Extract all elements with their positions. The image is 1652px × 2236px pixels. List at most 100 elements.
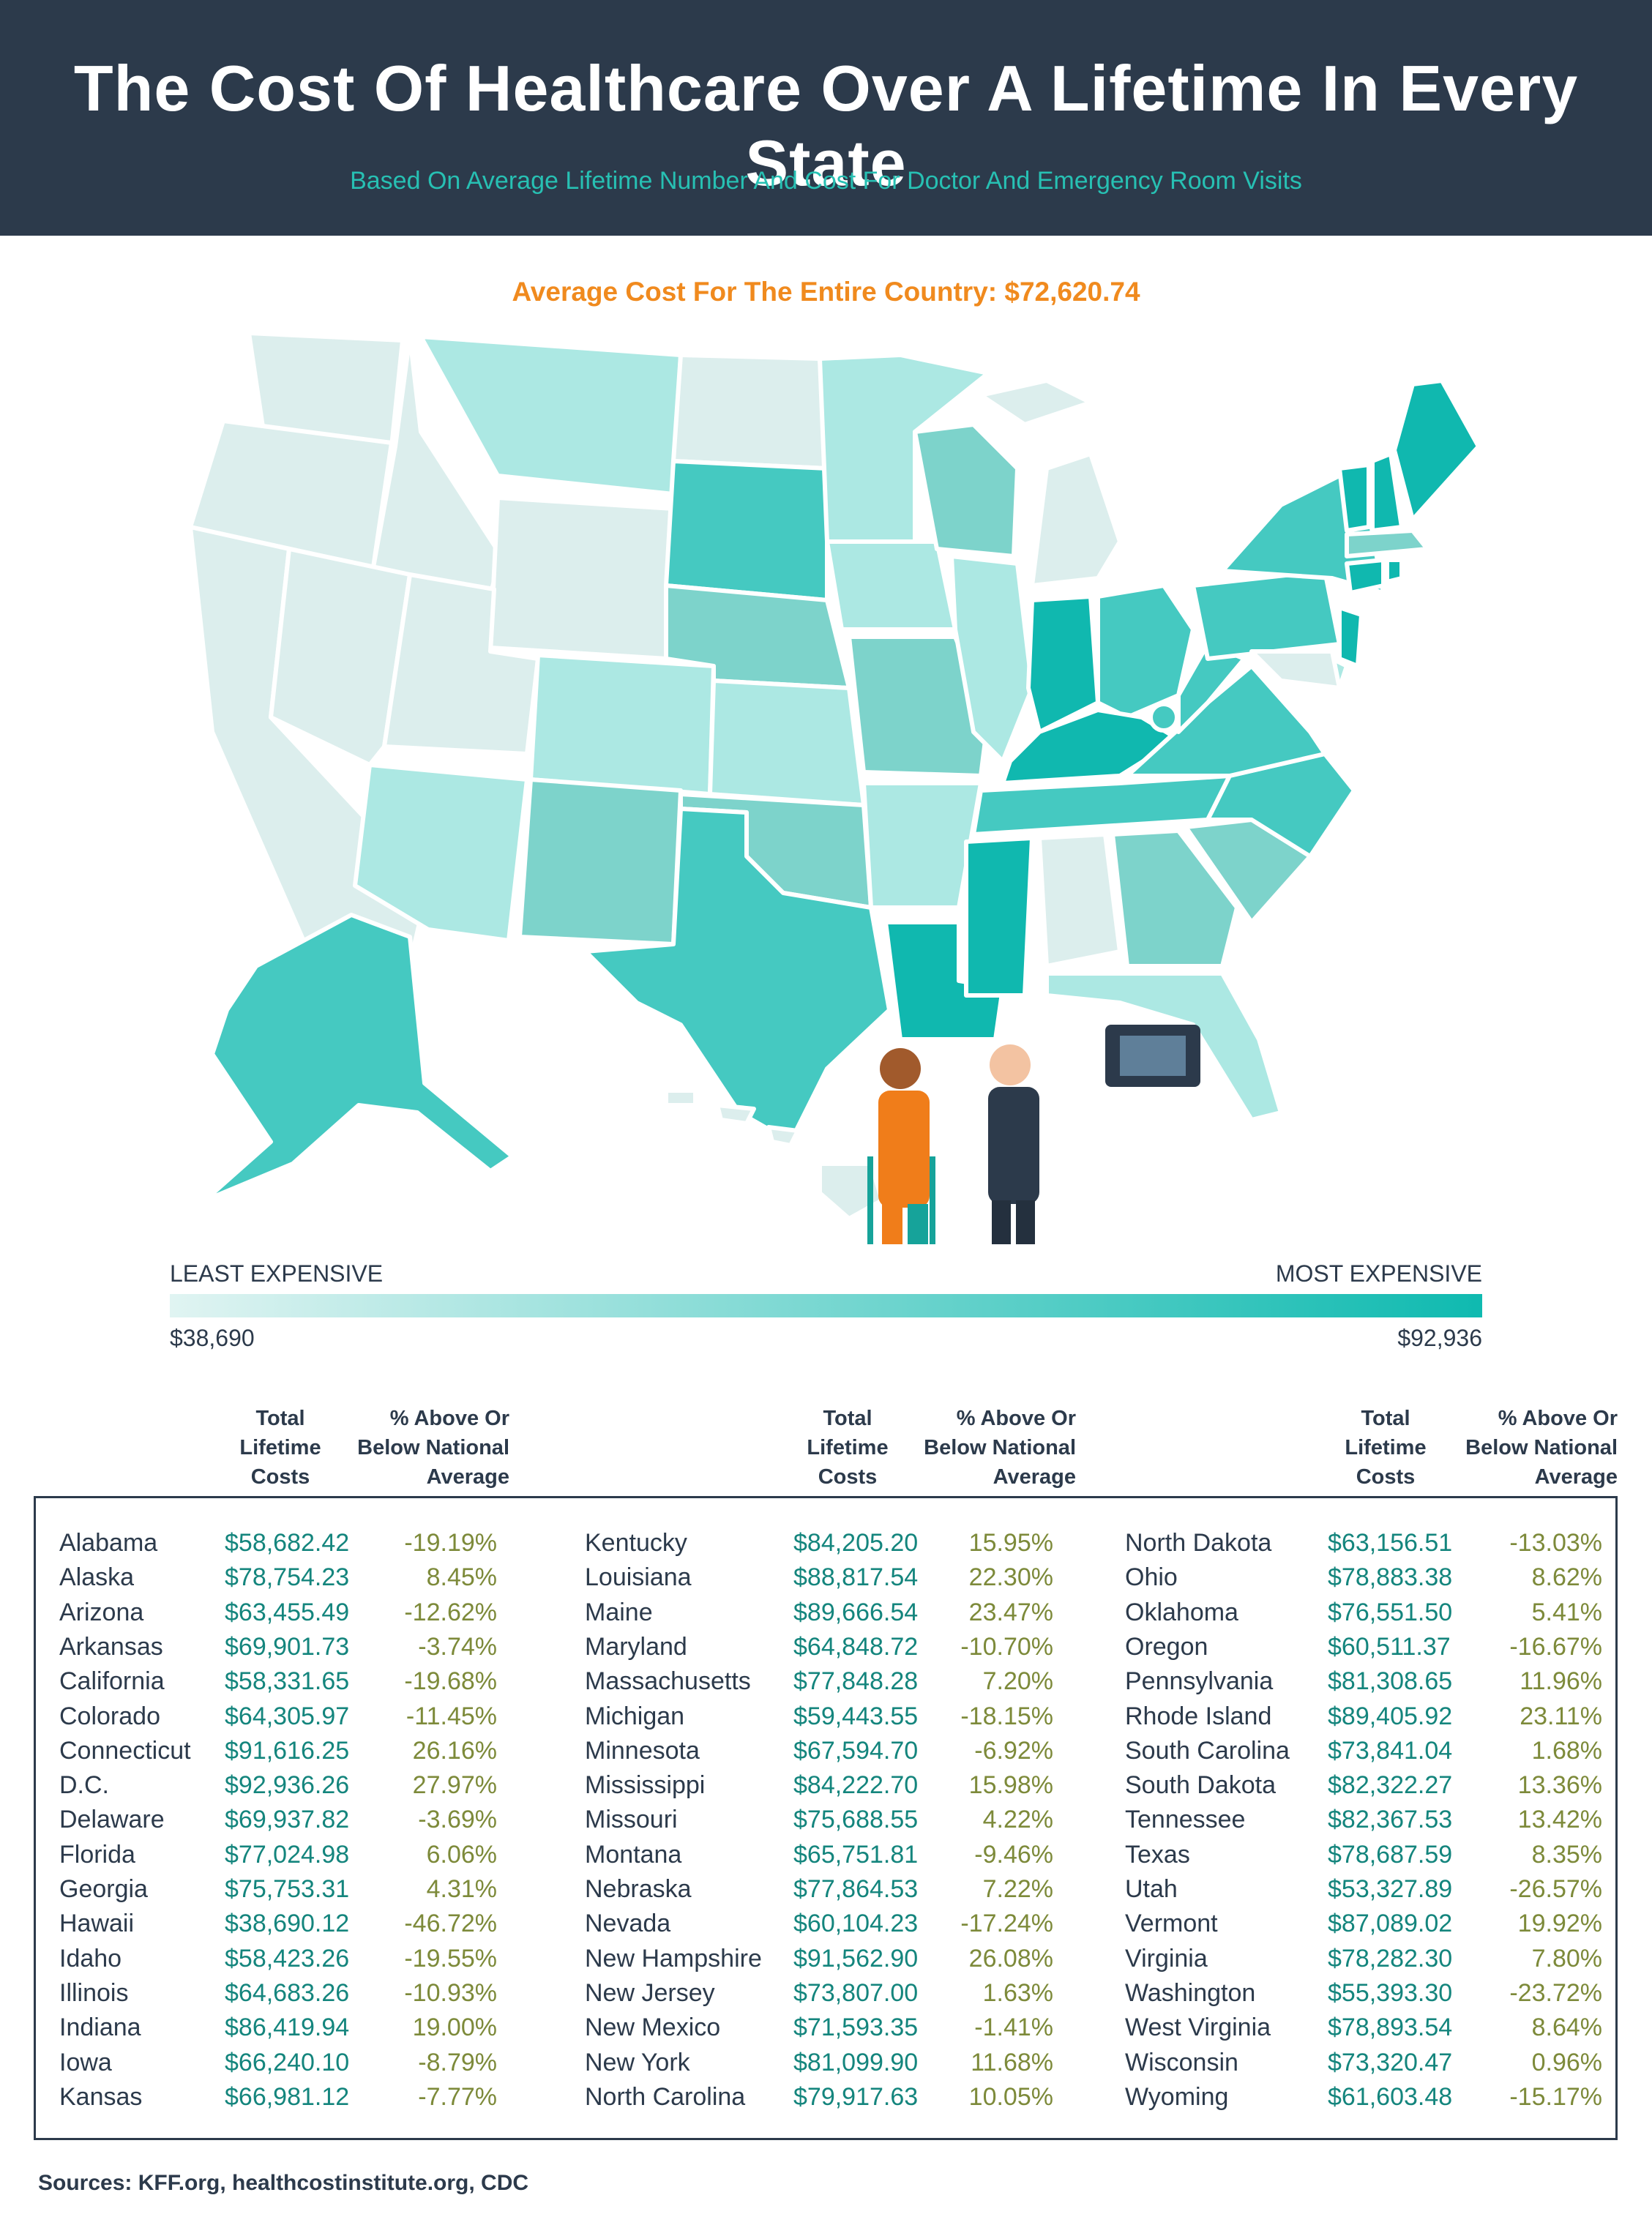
table-cell-cost: $67,594.70 [793, 1736, 919, 1765]
map-state-hawaii-1 [664, 1088, 698, 1107]
table-cell-cost: $60,511.37 [1328, 1632, 1451, 1661]
table-cell-pct: -8.79% [418, 2048, 497, 2076]
map-state-georgia [1110, 829, 1239, 968]
table-cell-cost: $64,305.97 [225, 1702, 350, 1730]
table-cell-pct: -19.55% [404, 1944, 497, 1973]
table-cell-cost: $78,893.54 [1328, 2013, 1453, 2042]
table-cell-state: Delaware [59, 1806, 165, 1834]
table-cell-pct: 23.47% [968, 1598, 1053, 1626]
table-cell-cost: $84,222.70 [793, 1771, 919, 1800]
map-state-florida [1044, 971, 1283, 1122]
table-cell-cost: $88,817.54 [793, 1563, 919, 1592]
table-cell-pct: -3.74% [418, 1632, 497, 1661]
table-cell-pct: 22.30% [968, 1563, 1053, 1592]
table-cell-state: Alaska [59, 1563, 135, 1592]
table-cell-pct: 8.62% [1531, 1563, 1602, 1592]
table-cell-cost: $78,282.30 [1328, 1944, 1453, 1973]
map-state-illinois [949, 554, 1034, 763]
table-cell-state: Maine [585, 1598, 653, 1626]
table-cell-state: Iowa [59, 2048, 112, 2076]
national-average: Average Cost For The Entire Country: $72… [512, 277, 1140, 307]
map-state-iowa [825, 539, 957, 632]
table-cell-pct: -16.67% [1509, 1632, 1602, 1661]
map-state-colorado [528, 653, 716, 796]
table-cell-cost: $82,322.27 [1328, 1771, 1453, 1800]
table-cell-state: Mississippi [585, 1771, 706, 1800]
map-state-south-dakota [664, 459, 829, 602]
column-header-line: Total [1361, 1407, 1410, 1430]
table-cell-pct: 27.97% [412, 1771, 497, 1800]
table-cell-cost: $53,327.89 [1328, 1875, 1453, 1903]
legend-min-value: $38,690 [170, 1325, 255, 1351]
table-cell-cost: $82,367.53 [1328, 1806, 1453, 1834]
column-header-line: Lifetime [807, 1436, 889, 1459]
table-cell-cost: $79,917.63 [793, 2082, 919, 2111]
column-header-line: Total [255, 1407, 305, 1430]
table-cell-pct: -1.41% [974, 2013, 1053, 2042]
table-cell-state: Missouri [585, 1806, 678, 1834]
table-cell-pct: 6.06% [426, 1840, 497, 1869]
column-header-pct-3: % Above Or Below National Average [1427, 1404, 1618, 1492]
map-state-mississippi [964, 836, 1034, 998]
table-cell-pct: -19.19% [404, 1529, 497, 1557]
table-cell-pct: 5.41% [1531, 1598, 1602, 1626]
table-cell-cost: $63,156.51 [1328, 1529, 1453, 1557]
table-cell-pct: 8.45% [426, 1563, 497, 1592]
column-header-line: Lifetime [1345, 1436, 1427, 1459]
table-cell-pct: -13.03% [1509, 1529, 1602, 1557]
legend-gradient-bar [170, 1294, 1482, 1317]
table-cell-state: New York [585, 2048, 690, 2076]
table-cell-state: New Hampshire [585, 1944, 762, 1973]
map-state-pennsylvania [1191, 569, 1342, 661]
table-cell-cost: $89,405.92 [1328, 1702, 1453, 1730]
table-cell-pct: 8.35% [1531, 1840, 1602, 1869]
column-header-line: Average [993, 1465, 1076, 1489]
map-state-wyoming [488, 496, 676, 661]
table-cell-state: Kentucky [585, 1529, 687, 1557]
table-cell-cost: $59,443.55 [793, 1702, 919, 1730]
column-header-line: % Above Or [389, 1407, 509, 1430]
column-header-line: Lifetime [239, 1436, 321, 1459]
table-cell-pct: 13.36% [1517, 1771, 1602, 1800]
column-header-line: % Above Or [1498, 1407, 1618, 1430]
table-cell-cost: $64,683.26 [225, 1978, 350, 2007]
table-cell-cost: $84,205.20 [793, 1529, 919, 1557]
table-cell-cost: $64,848.72 [793, 1632, 919, 1661]
table-cell-state: Colorado [59, 1702, 160, 1730]
map-state-montana [419, 334, 683, 496]
table-cell-pct: -46.72% [404, 1910, 497, 1938]
map-state-alaska [203, 913, 515, 1203]
table-cell-pct: -6.92% [974, 1736, 1053, 1765]
table-cell-state: Nevada [585, 1910, 671, 1938]
column-header-total-2: Total Lifetime Costs [774, 1404, 921, 1492]
table-cell-pct: -26.57% [1509, 1875, 1602, 1903]
table-cell-cost: $75,688.55 [793, 1806, 919, 1834]
table-cell-state: Wyoming [1125, 2082, 1229, 2111]
table-cell-pct: -10.93% [404, 1978, 497, 2007]
table-cell-pct: 11.96% [1520, 1667, 1602, 1696]
table-cell-state: D.C. [59, 1771, 109, 1800]
table-cell-state: North Carolina [585, 2082, 746, 2111]
table-cell-pct: -15.17% [1509, 2082, 1602, 2111]
table-cell-state: Virginia [1125, 1944, 1208, 1973]
table-cell-pct: 7.20% [982, 1667, 1053, 1696]
table-cell-cost: $60,104.23 [793, 1910, 919, 1938]
table-cell-pct: 23.11% [1520, 1702, 1602, 1730]
table-cell-pct: 0.96% [1531, 2048, 1602, 2076]
table-cell-pct: 7.22% [982, 1875, 1053, 1903]
legend-most-label: MOST EXPENSIVE [1275, 1260, 1482, 1287]
table-cell-cost: $58,331.65 [225, 1667, 350, 1696]
table-cell-state: Alabama [59, 1529, 158, 1557]
table-cell-cost: $81,099.90 [793, 2048, 919, 2076]
map-state-hawaii-4 [818, 1162, 884, 1221]
table-cell-cost: $73,841.04 [1328, 1736, 1453, 1765]
table-cell-cost: $78,687.59 [1328, 1840, 1453, 1869]
map-state-texas [583, 807, 892, 1144]
table-cell-cost: $91,616.25 [225, 1736, 350, 1765]
legend-max-value: $92,936 [1397, 1325, 1482, 1351]
table-cell-state: New Mexico [585, 2013, 721, 2042]
table-cell-state: Arkansas [59, 1632, 163, 1661]
table-cell-pct: 26.08% [968, 1944, 1053, 1973]
cost-table: Alabama $58,682.42 -19.19% Alaska $78,754.23… [34, 1496, 1618, 2140]
table-cell-cost: $78,883.38 [1328, 1563, 1453, 1592]
